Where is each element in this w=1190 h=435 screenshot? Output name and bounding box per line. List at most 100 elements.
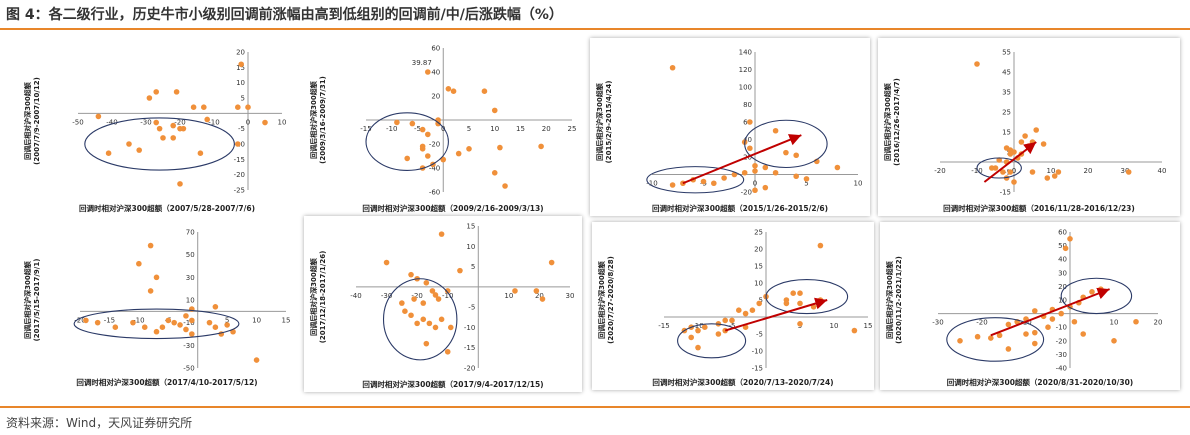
x-tick-label: -20 xyxy=(411,292,422,300)
x-tick-label: 0 xyxy=(1012,167,1016,175)
data-point xyxy=(136,147,142,153)
data-point xyxy=(153,89,159,95)
data-point xyxy=(502,183,508,189)
data-point xyxy=(136,260,142,267)
y-tick-label: -5 xyxy=(238,125,245,133)
data-point xyxy=(512,288,518,294)
y-tick-label: 50 xyxy=(1058,242,1067,250)
x-tick-label: -20 xyxy=(976,319,987,327)
data-point xyxy=(533,288,540,294)
x-tick-label: 10 xyxy=(1110,319,1119,327)
data-point xyxy=(438,316,445,323)
y-tick-label: -15 xyxy=(234,156,245,164)
data-point xyxy=(435,296,442,302)
data-point xyxy=(797,300,803,307)
y-tick-label: 10 xyxy=(754,280,763,288)
data-point xyxy=(783,149,789,156)
x-tick-label: 10 xyxy=(504,292,513,300)
y-tick-label: -30 xyxy=(1056,351,1067,359)
data-point xyxy=(197,150,204,156)
data-point xyxy=(996,157,1002,163)
x-tick-label: -10 xyxy=(386,125,397,133)
data-point xyxy=(432,324,439,331)
scatter-panel-4: -20-10010203040-15-551525354555回调时相对沪深30… xyxy=(878,38,1180,216)
data-point xyxy=(105,150,112,156)
data-point xyxy=(1040,141,1047,147)
x-tick-label: 5 xyxy=(467,125,471,133)
y-tick-label: 5 xyxy=(759,297,763,305)
data-point xyxy=(399,300,405,306)
y-tick-label: 20 xyxy=(431,93,440,101)
x-tick-label: 20 xyxy=(535,292,544,300)
data-point xyxy=(394,119,400,126)
y-tick-label: 15 xyxy=(466,223,475,231)
data-point xyxy=(147,242,154,249)
y-tick-label: 20 xyxy=(236,49,245,57)
data-point xyxy=(206,319,213,326)
data-point xyxy=(715,331,722,337)
data-point xyxy=(722,317,728,324)
data-point xyxy=(1032,340,1038,347)
data-point xyxy=(762,184,769,191)
x-tick-label: -15 xyxy=(658,322,669,330)
y-tick-label: 40 xyxy=(1058,256,1067,264)
cluster-ellipse xyxy=(677,323,747,359)
x-axis-label: 回调时相对沪深300超额（2015/1/26-2015/2/6) xyxy=(652,203,828,213)
data-point xyxy=(669,64,676,71)
x-tick-label: 10 xyxy=(252,316,261,324)
data-point xyxy=(1080,331,1086,337)
y-tick-label: 10 xyxy=(186,297,195,305)
data-point xyxy=(201,104,207,110)
y-axis-label: 回调后相对沪深300超额(2015/2/9-2015/4/24) xyxy=(595,81,613,164)
data-point xyxy=(212,324,219,330)
x-tick-label: 20 xyxy=(1084,167,1093,175)
data-point xyxy=(189,317,195,324)
x-tick-label: -15 xyxy=(360,125,371,133)
x-tick-label: -20 xyxy=(174,118,185,126)
data-point xyxy=(1032,308,1038,314)
y-tick-label: -20 xyxy=(741,189,752,197)
data-point xyxy=(989,165,995,171)
cluster-ellipse xyxy=(976,157,1022,179)
y-tick-label: 15 xyxy=(236,64,245,72)
data-point xyxy=(173,89,180,95)
y-tick-label: -20 xyxy=(429,141,440,149)
data-point xyxy=(749,307,756,313)
y-tick-label: -5 xyxy=(756,331,763,339)
data-point xyxy=(408,312,414,319)
data-point xyxy=(797,290,803,296)
data-point xyxy=(974,61,980,67)
y-tick-label: 25 xyxy=(754,229,763,237)
data-point xyxy=(170,135,176,141)
y-tick-label: 45 xyxy=(1002,69,1011,77)
data-point xyxy=(1125,169,1132,175)
data-point xyxy=(1032,329,1038,336)
x-tick-label: 10 xyxy=(854,180,863,188)
data-point xyxy=(457,267,463,274)
data-point xyxy=(711,180,717,187)
data-point xyxy=(548,259,555,266)
scatter-panel-2: -15 -10 -5 0 5 10 15 20 25 -60 -40 -20 20 40 60 39.87 回调… xyxy=(304,38,582,216)
figure-title: 图 4：各二级行业，历史牛市小级别回调前涨幅由高到低组别的回调前/中/后涨跌幅（… xyxy=(6,7,563,23)
data-point xyxy=(445,86,452,92)
x-tick-label: 20 xyxy=(1154,319,1163,327)
data-point xyxy=(1071,318,1078,325)
data-point xyxy=(1045,324,1051,330)
data-point xyxy=(440,156,447,163)
data-point xyxy=(1011,179,1017,185)
y-tick-label: -5 xyxy=(1004,169,1011,177)
y-tick-label: 80 xyxy=(743,101,752,109)
y-tick-label: 20 xyxy=(754,246,763,254)
data-point xyxy=(1044,175,1051,181)
x-axis-label: 回调时相对沪深300超额（2017/9/4-2017/12/15) xyxy=(362,379,543,389)
scatter-panel-7: -15-10-551015-15-10-5510152025回调时相对沪深300… xyxy=(592,222,874,390)
data-point xyxy=(1000,169,1006,175)
data-point xyxy=(425,69,431,75)
data-point xyxy=(762,164,769,171)
y-tick-label: 40 xyxy=(431,69,440,77)
data-point xyxy=(455,150,462,157)
data-point xyxy=(834,164,841,171)
data-point xyxy=(159,324,166,330)
data-point xyxy=(450,88,457,94)
y-tick-label: 140 xyxy=(739,49,752,57)
